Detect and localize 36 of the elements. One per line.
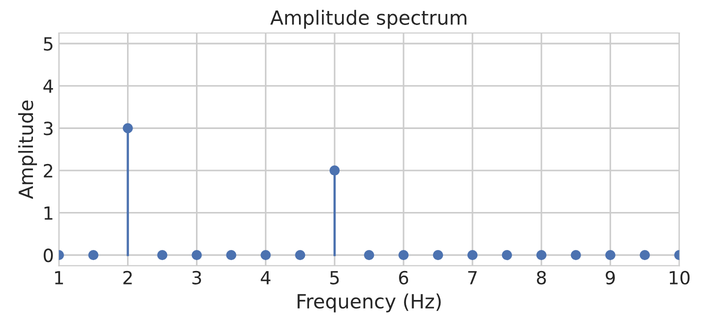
x-tick-label: 8 bbox=[536, 270, 546, 284]
x-tick-label: 9 bbox=[606, 270, 615, 284]
x-tick-label: 2 bbox=[123, 270, 132, 284]
point bbox=[192, 250, 202, 260]
x-tick-label: 1 bbox=[55, 271, 63, 284]
point bbox=[536, 250, 546, 260]
point bbox=[605, 250, 616, 260]
x-tick-label: 4 bbox=[260, 271, 270, 284]
point bbox=[122, 123, 133, 134]
x-tick-label: 6 bbox=[399, 270, 408, 284]
x-tick-label: 10 bbox=[670, 270, 690, 284]
chart-title: Amplitude spectrum bbox=[270, 10, 466, 29]
y-tick-label: 0 bbox=[44, 248, 53, 262]
point bbox=[502, 250, 512, 260]
point bbox=[260, 250, 271, 260]
y-axis-title: Amplitude bbox=[18, 100, 37, 199]
point bbox=[467, 250, 478, 260]
point bbox=[226, 250, 236, 260]
point bbox=[295, 250, 306, 260]
x-axis-title: Frequency (Hz) bbox=[298, 294, 441, 312]
x-tick-label: 5 bbox=[330, 271, 339, 284]
point bbox=[330, 165, 340, 176]
point bbox=[398, 250, 409, 260]
point bbox=[364, 250, 374, 260]
y-tick-label: 4 bbox=[43, 80, 54, 93]
y-tick-label: 2 bbox=[44, 164, 52, 178]
point bbox=[640, 250, 650, 260]
point bbox=[88, 250, 98, 260]
y-tick-label: 5 bbox=[44, 37, 52, 51]
x-tick-label: 7 bbox=[468, 271, 477, 284]
point bbox=[157, 250, 168, 260]
y-tick-label: 3 bbox=[44, 122, 53, 136]
point bbox=[570, 250, 581, 260]
x-tick-label: 3 bbox=[192, 270, 202, 284]
y-tick-label: 1 bbox=[44, 206, 52, 220]
point bbox=[432, 250, 444, 260]
